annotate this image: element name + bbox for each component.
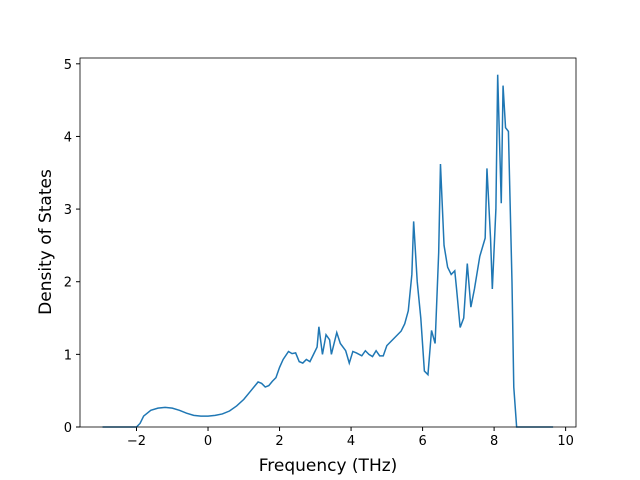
x-tick-label: 2 (275, 434, 283, 449)
y-tick-label: 5 (64, 58, 72, 73)
x-tick-label: 0 (204, 434, 212, 449)
x-tick-label: −2 (127, 434, 146, 449)
x-tick-label: 8 (490, 434, 498, 449)
x-tick-label: 10 (557, 434, 574, 449)
x-tick-label: 6 (418, 434, 426, 449)
x-axis-label: Frequency (THz) (259, 456, 398, 476)
y-tick-label: 0 (64, 421, 72, 436)
y-tick-label: 3 (64, 203, 72, 218)
y-axis-label: Density of States (36, 169, 56, 315)
plot-frame (79, 57, 577, 428)
y-tick-label: 1 (64, 348, 72, 363)
x-tick-label: 4 (347, 434, 355, 449)
y-tick-label: 4 (64, 130, 72, 145)
line (102, 74, 554, 428)
y-tick-label: 2 (64, 276, 72, 291)
